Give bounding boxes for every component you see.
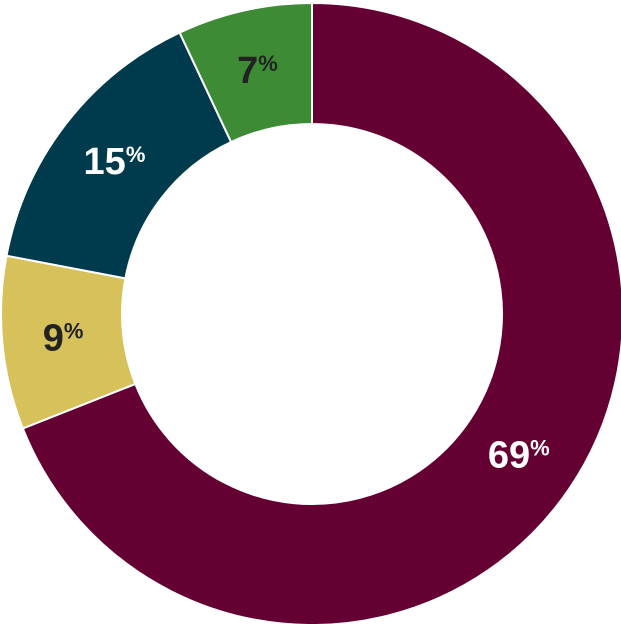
slice-value: 9 (43, 318, 64, 360)
slice-label-69: 69% (488, 435, 550, 477)
donut-slice-69 (21, 1, 621, 624)
slice-label-7: 7% (237, 50, 278, 92)
slice-value: 69 (488, 435, 530, 477)
slice-label-15: 15% (84, 141, 146, 183)
slice-labels: 69%9%15%7% (43, 50, 550, 477)
percent-sign: % (64, 319, 84, 344)
donut-slice-7 (178, 1, 313, 144)
slice-value: 15 (84, 141, 126, 183)
percent-sign: % (126, 142, 146, 167)
percent-sign: % (530, 436, 550, 461)
slice-label-9: 9% (43, 318, 84, 360)
slice-value: 7 (237, 50, 258, 92)
percent-sign: % (258, 51, 278, 76)
